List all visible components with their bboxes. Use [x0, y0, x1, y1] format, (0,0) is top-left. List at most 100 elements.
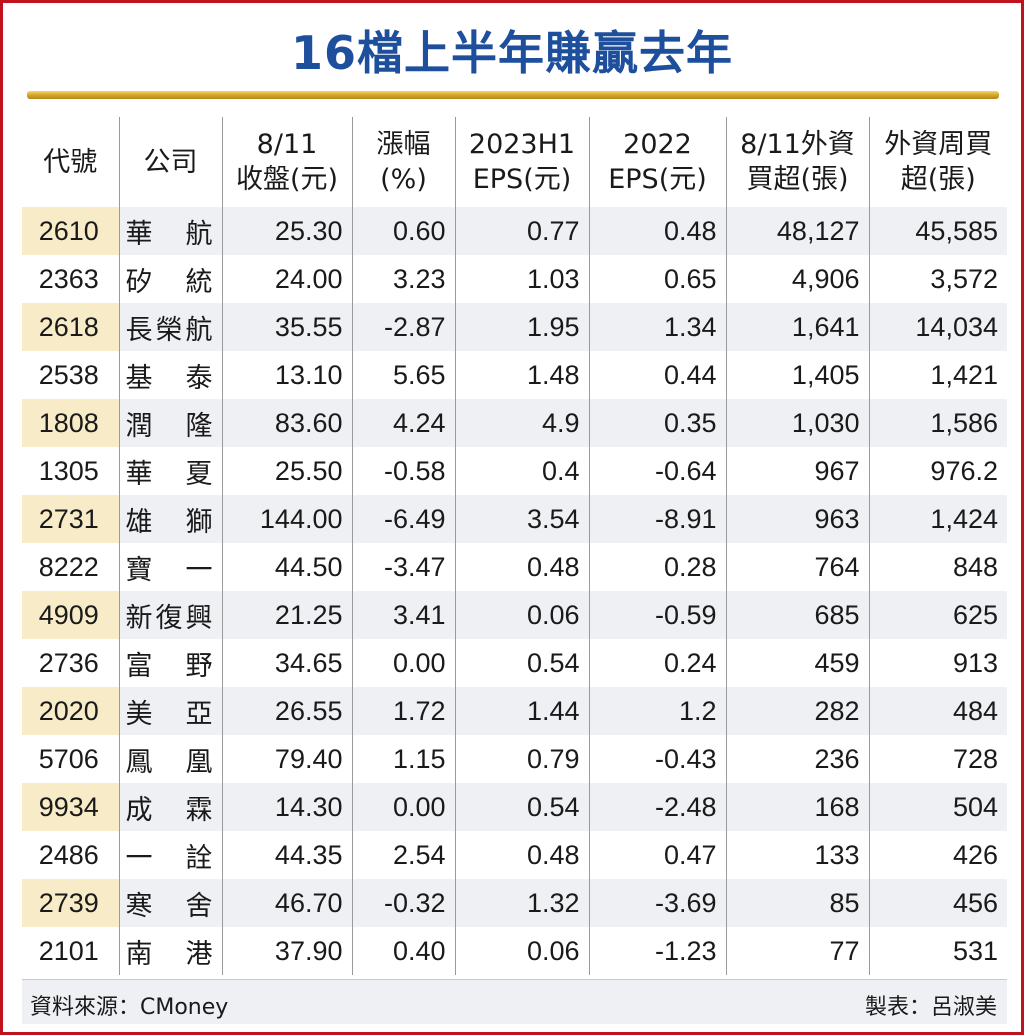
- eps-2022: -2.48: [588, 783, 726, 831]
- header-line: 外資周買: [884, 129, 993, 160]
- close-price: 24.00: [221, 255, 352, 303]
- eps-2023h1: 0.54: [454, 639, 589, 687]
- stock-code: 4909: [22, 591, 119, 639]
- change-percent: -0.58: [351, 447, 455, 495]
- change-percent: 1.72: [351, 687, 455, 735]
- close-price: 25.30: [221, 207, 352, 255]
- header-line: 公司: [143, 146, 198, 178]
- foreign-buy-day: 236: [725, 735, 869, 783]
- company-name: 華 夏: [118, 447, 222, 495]
- table-row: 5706 鳳 凰 79.40 1.15 0.79 -0.43 236 728: [22, 735, 1007, 783]
- close-price: 144.00: [221, 495, 352, 543]
- foreign-buy-week: 484: [868, 687, 1007, 735]
- company-name: 一 詮: [118, 831, 222, 879]
- eps-2022: -0.59: [588, 591, 726, 639]
- change-percent: 0.40: [351, 927, 455, 975]
- foreign-buy-day: 85: [725, 879, 869, 927]
- table-row: 1305 華 夏 25.50 -0.58 0.4 -0.64 967 976.2: [22, 447, 1007, 495]
- stock-code: 2538: [22, 351, 119, 399]
- eps-2023h1: 0.79: [454, 735, 589, 783]
- eps-2023h1: 1.44: [454, 687, 589, 735]
- table-row: 2736 富 野 34.65 0.00 0.54 0.24 459 913: [22, 639, 1007, 687]
- stock-code: 2363: [22, 255, 119, 303]
- header-line: 超(張): [900, 164, 976, 195]
- header-line: EPS(元): [472, 164, 572, 195]
- table-row: 8222 寶 一 44.50 -3.47 0.48 0.28 764 848: [22, 543, 1007, 591]
- eps-2022: 0.24: [588, 639, 726, 687]
- close-price: 46.70: [221, 879, 352, 927]
- eps-2022: 0.28: [588, 543, 726, 591]
- change-percent: -3.47: [351, 543, 455, 591]
- maker-note: 製表：呂淑美: [864, 995, 997, 1020]
- change-percent: -2.87: [351, 303, 455, 351]
- eps-2023h1: 0.06: [454, 927, 589, 975]
- eps-2022: -0.64: [588, 447, 726, 495]
- company-name: 鳳 凰: [118, 735, 222, 783]
- table-row: 2363 矽 統 24.00 3.23 1.03 0.65 4,906 3,572: [22, 255, 1007, 303]
- foreign-buy-day: 168: [725, 783, 869, 831]
- stock-code: 2736: [22, 639, 119, 687]
- close-price: 37.90: [221, 927, 352, 975]
- company-name: 美 亞: [118, 687, 222, 735]
- change-percent: 2.54: [351, 831, 455, 879]
- foreign-buy-day: 4,906: [725, 255, 869, 303]
- table-row: 2538 基 泰 13.10 5.65 1.48 0.44 1,405 1,421: [22, 351, 1007, 399]
- stock-code: 2020: [22, 687, 119, 735]
- header-close: 8/11 收盤(元): [221, 117, 352, 207]
- company-name: 基 泰: [118, 351, 222, 399]
- foreign-buy-day: 282: [725, 687, 869, 735]
- close-price: 26.55: [221, 687, 352, 735]
- eps-2022: -1.23: [588, 927, 726, 975]
- change-percent: -0.32: [351, 879, 455, 927]
- foreign-buy-week: 426: [868, 831, 1007, 879]
- eps-2023h1: 1.95: [454, 303, 589, 351]
- foreign-buy-week: 3,572: [868, 255, 1007, 303]
- foreign-buy-week: 45,585: [868, 207, 1007, 255]
- eps-2023h1: 1.48: [454, 351, 589, 399]
- foreign-buy-week: 1,586: [868, 399, 1007, 447]
- foreign-buy-week: 976.2: [868, 447, 1007, 495]
- change-percent: 5.65: [351, 351, 455, 399]
- eps-2023h1: 0.48: [454, 831, 589, 879]
- table-row: 1808 潤 隆 83.60 4.24 4.9 0.35 1,030 1,586: [22, 399, 1007, 447]
- eps-2023h1: 0.54: [454, 783, 589, 831]
- footer: 資料來源：CMoney 製表：呂淑美: [22, 979, 1007, 1024]
- header-foreign-buy-week: 外資周買超(張): [868, 117, 1007, 207]
- eps-2023h1: 1.32: [454, 879, 589, 927]
- header-line: 代號: [43, 146, 98, 178]
- company-name: 潤 隆: [118, 399, 222, 447]
- header-foreign-buy-day: 8/11外資 買超(張): [725, 117, 869, 207]
- table-row: 2739 寒 舍 46.70 -0.32 1.32 -3.69 85 456: [22, 879, 1007, 927]
- foreign-buy-day: 1,405: [725, 351, 869, 399]
- stock-code: 2610: [22, 207, 119, 255]
- table-row: 4909 新復興 21.25 3.41 0.06 -0.59 685 625: [22, 591, 1007, 639]
- eps-2023h1: 3.54: [454, 495, 589, 543]
- header-line: 8/11: [256, 129, 318, 160]
- eps-2022: 0.35: [588, 399, 726, 447]
- foreign-buy-day: 963: [725, 495, 869, 543]
- foreign-buy-week: 625: [868, 591, 1007, 639]
- foreign-buy-day: 685: [725, 591, 869, 639]
- table-row: 2610 華 航 25.30 0.60 0.77 0.48 48,127 45,585: [22, 207, 1007, 255]
- foreign-buy-week: 848: [868, 543, 1007, 591]
- stock-code: 9934: [22, 783, 119, 831]
- header-line: 8/11外資: [740, 129, 855, 160]
- eps-2023h1: 4.9: [454, 399, 589, 447]
- foreign-buy-week: 456: [868, 879, 1007, 927]
- foreign-buy-day: 133: [725, 831, 869, 879]
- change-percent: 3.23: [351, 255, 455, 303]
- foreign-buy-week: 1,421: [868, 351, 1007, 399]
- header-line: 收盤(元): [235, 164, 339, 195]
- eps-2022: -0.43: [588, 735, 726, 783]
- header-line: 2022: [623, 129, 692, 160]
- close-price: 35.55: [221, 303, 352, 351]
- foreign-buy-day: 459: [725, 639, 869, 687]
- table-body: 2610 華 航 25.30 0.60 0.77 0.48 48,127 45,585 2363…: [22, 207, 1007, 975]
- company-name: 寶 一: [118, 543, 222, 591]
- close-price: 44.50: [221, 543, 352, 591]
- foreign-buy-day: 48,127: [725, 207, 869, 255]
- eps-2022: 0.48: [588, 207, 726, 255]
- close-price: 79.40: [221, 735, 352, 783]
- company-name: 矽 統: [118, 255, 222, 303]
- eps-2022: 1.34: [588, 303, 726, 351]
